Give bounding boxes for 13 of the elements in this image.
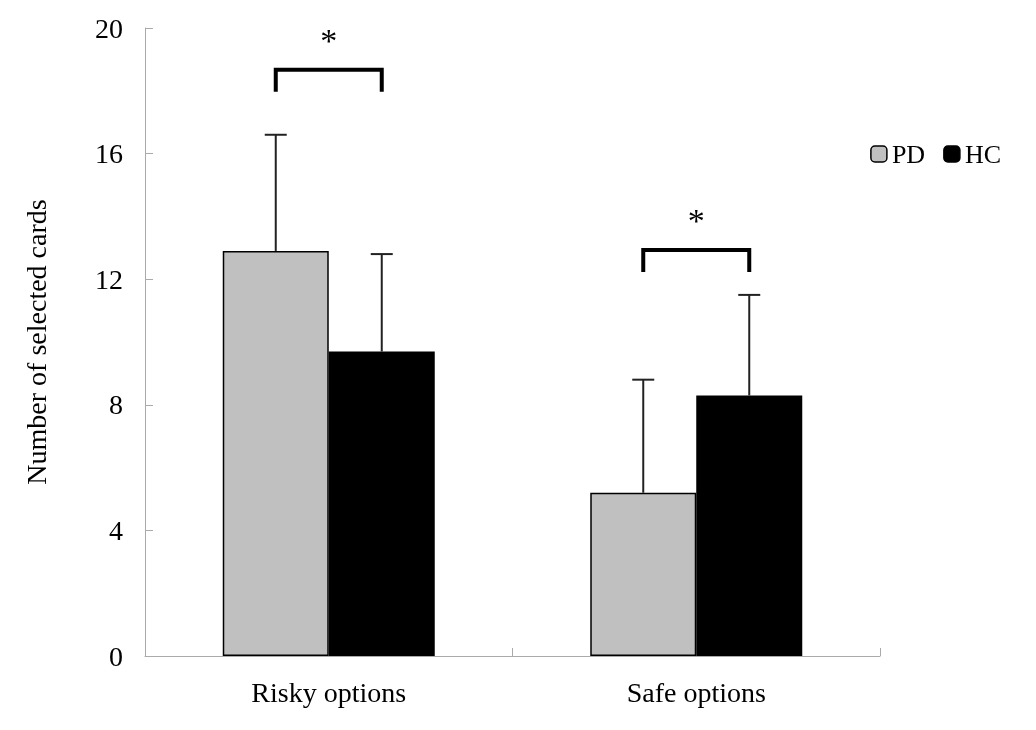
y-tick-label: 20 xyxy=(95,12,123,44)
y-tick-label: 12 xyxy=(95,263,123,295)
x-tick-label: Risky options xyxy=(251,676,407,708)
y-tick-label: 0 xyxy=(109,640,123,672)
legend-label: HC xyxy=(964,139,1002,169)
y-tick-label: 8 xyxy=(109,389,123,421)
x-tick-label: Safe options xyxy=(626,676,766,708)
annotation: * xyxy=(687,202,705,240)
y-axis-title: Number of selected cards xyxy=(20,199,52,485)
y-tick-label: 4 xyxy=(109,514,123,546)
y-tick-label: 16 xyxy=(95,138,123,170)
annotation: * xyxy=(320,22,338,60)
legend-label: PD xyxy=(891,139,926,169)
